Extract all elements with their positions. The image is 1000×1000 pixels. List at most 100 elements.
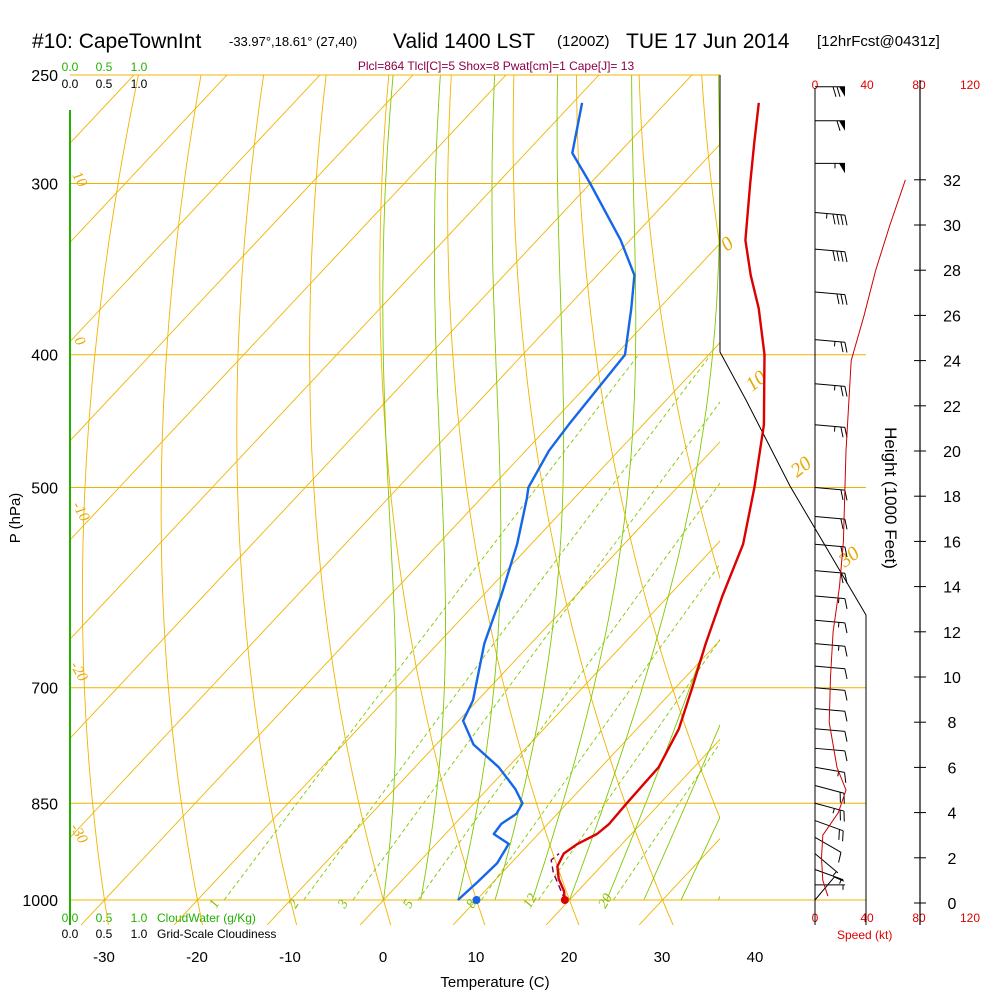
wind-barb — [814, 424, 848, 438]
height-tick-label: 12 — [943, 625, 961, 642]
isobar-lines — [70, 74, 866, 901]
isotherm-line — [173, 342, 720, 925]
surface-dewpoint-dot — [472, 896, 481, 904]
wind-barb — [814, 516, 848, 530]
pressure-tick-label: 700 — [31, 681, 58, 698]
height-tick-label: 30 — [943, 218, 961, 235]
x-tick-label: -20 — [186, 949, 208, 966]
height-tick-label: 28 — [943, 263, 961, 280]
dry-adiabat-line — [638, 75, 720, 580]
wind-barb — [814, 570, 848, 584]
bottom-black-scale-2: 1.0 — [131, 927, 148, 941]
x-axis-label: Temperature (C) — [440, 974, 549, 991]
height-tick-label: 0 — [948, 896, 957, 913]
isotherm-line — [359, 540, 720, 925]
wind-barb-feather — [836, 86, 841, 97]
surface-temperature-dot — [560, 896, 569, 904]
moist-adiabat-line — [531, 75, 637, 901]
isotherm-lines — [70, 75, 720, 925]
wind-barb-shaft — [814, 853, 839, 874]
wind-barb — [814, 766, 847, 783]
dry-adiabat-line — [447, 75, 580, 925]
pressure-tick-label: 1000 — [22, 893, 58, 910]
wind-barb-feather — [836, 214, 840, 225]
wind-barb-feather — [832, 214, 836, 225]
wind-barb-shaft — [814, 785, 845, 794]
dry-adiabat-line — [512, 75, 674, 925]
height-tick-label: 10 — [943, 670, 961, 687]
x-tick-label: 30 — [654, 949, 671, 966]
pressure-tick-label: 250 — [31, 68, 58, 85]
speed-top-tick-3: 120 — [960, 78, 980, 92]
mixing-ratio-label: 2 — [286, 897, 302, 911]
moist-adiabat-line — [606, 600, 720, 901]
x-tick-label: 20 — [561, 949, 578, 966]
wind-barb-feather — [840, 251, 844, 262]
bottom-cloud-scale: 0.0 0.5 1.0 CloudWater (g/Kg) 0.0 0.5 1.… — [62, 911, 277, 941]
wind-barb-feather — [838, 829, 840, 840]
height-axis-label: Height (1000 Feet) — [881, 427, 900, 569]
sounding-indices: Plcl=864 Tlcl[C]=5 Shox=8 Pwat[cm]=1 Cap… — [358, 59, 635, 73]
wind-barb-shaft — [814, 248, 845, 253]
zulu-time: (1200Z) — [557, 33, 610, 50]
dry-adiabat-line — [160, 75, 203, 925]
isotherm-line — [70, 75, 600, 640]
height-tick-label: 14 — [943, 580, 961, 597]
wind-barb-shaft — [814, 291, 845, 296]
wind-barb-shaft — [814, 869, 844, 881]
mixing-ratio-line — [223, 354, 639, 901]
wind-barb-feather — [838, 852, 842, 863]
speed-scale: 0 40 80 120 0 40 80 120 Speed (kt) — [812, 78, 981, 942]
wind-barb — [814, 665, 848, 680]
wind-barb-feather — [844, 690, 848, 701]
station-title: #10: CapeTownInt — [32, 30, 201, 53]
isotherm-line — [70, 75, 321, 343]
wind-barb — [814, 619, 848, 634]
wind-barb-shaft — [814, 747, 845, 752]
wind-barb-feather — [844, 750, 848, 762]
dewpoint-line — [457, 102, 636, 901]
wind-barb-feather — [836, 120, 841, 131]
isotherm-line — [70, 75, 414, 442]
top-green-scale-0: 0.0 — [62, 60, 79, 74]
height-tick-label: 2 — [948, 851, 957, 868]
axis-ticks: -30 -20 -10 0 10 20 30 402503004005007008501000… — [22, 68, 961, 966]
mixing-ratio-label: 5 — [401, 897, 417, 911]
wind-barb-flag — [839, 120, 845, 131]
wind-barb — [814, 487, 848, 501]
wind-barb-half-feather — [832, 808, 835, 814]
dry-adiabat-line — [824, 51, 1000, 929]
wind-barb-shaft — [814, 766, 845, 773]
isotherm-label: 0 — [71, 334, 89, 349]
dry-adiabat-line — [379, 75, 486, 925]
height-tick-label: 16 — [943, 534, 961, 551]
wind-barb-half-feather — [839, 878, 842, 884]
height-tick-label: 22 — [943, 399, 961, 416]
wind-barb-shaft — [814, 836, 842, 853]
isotherm-line — [80, 242, 720, 925]
speed-axis-label: Speed (kt) — [837, 928, 892, 942]
mixing-ratio-line — [417, 482, 720, 901]
dry-adiabat-line — [236, 75, 298, 925]
wind-barb-shaft — [814, 728, 845, 732]
dry-adiabat-lines — [81, 51, 1000, 929]
mixing-ratio-line — [303, 354, 712, 901]
wind-barb — [814, 802, 845, 822]
mixing-ratio-label: 20 — [596, 891, 616, 911]
wind-barb-feather — [840, 426, 844, 438]
wind-barb-feather — [836, 250, 840, 262]
wind-barb-feather — [840, 518, 844, 530]
wind-barb — [814, 339, 848, 353]
bottom-black-scale-0: 0.0 — [62, 927, 79, 941]
isotherm-label: 10 — [742, 366, 771, 396]
wind-barb-flag — [839, 86, 845, 97]
wind-barb-feather — [844, 711, 848, 722]
wind-barb — [814, 820, 844, 842]
x-tick-label: -30 — [93, 949, 115, 966]
mixing-ratio-line — [352, 401, 720, 901]
wind-barb-flag — [839, 163, 845, 174]
moist-adiabat-line — [382, 75, 397, 901]
bottom-green-scale-2: 1.0 — [131, 911, 148, 925]
